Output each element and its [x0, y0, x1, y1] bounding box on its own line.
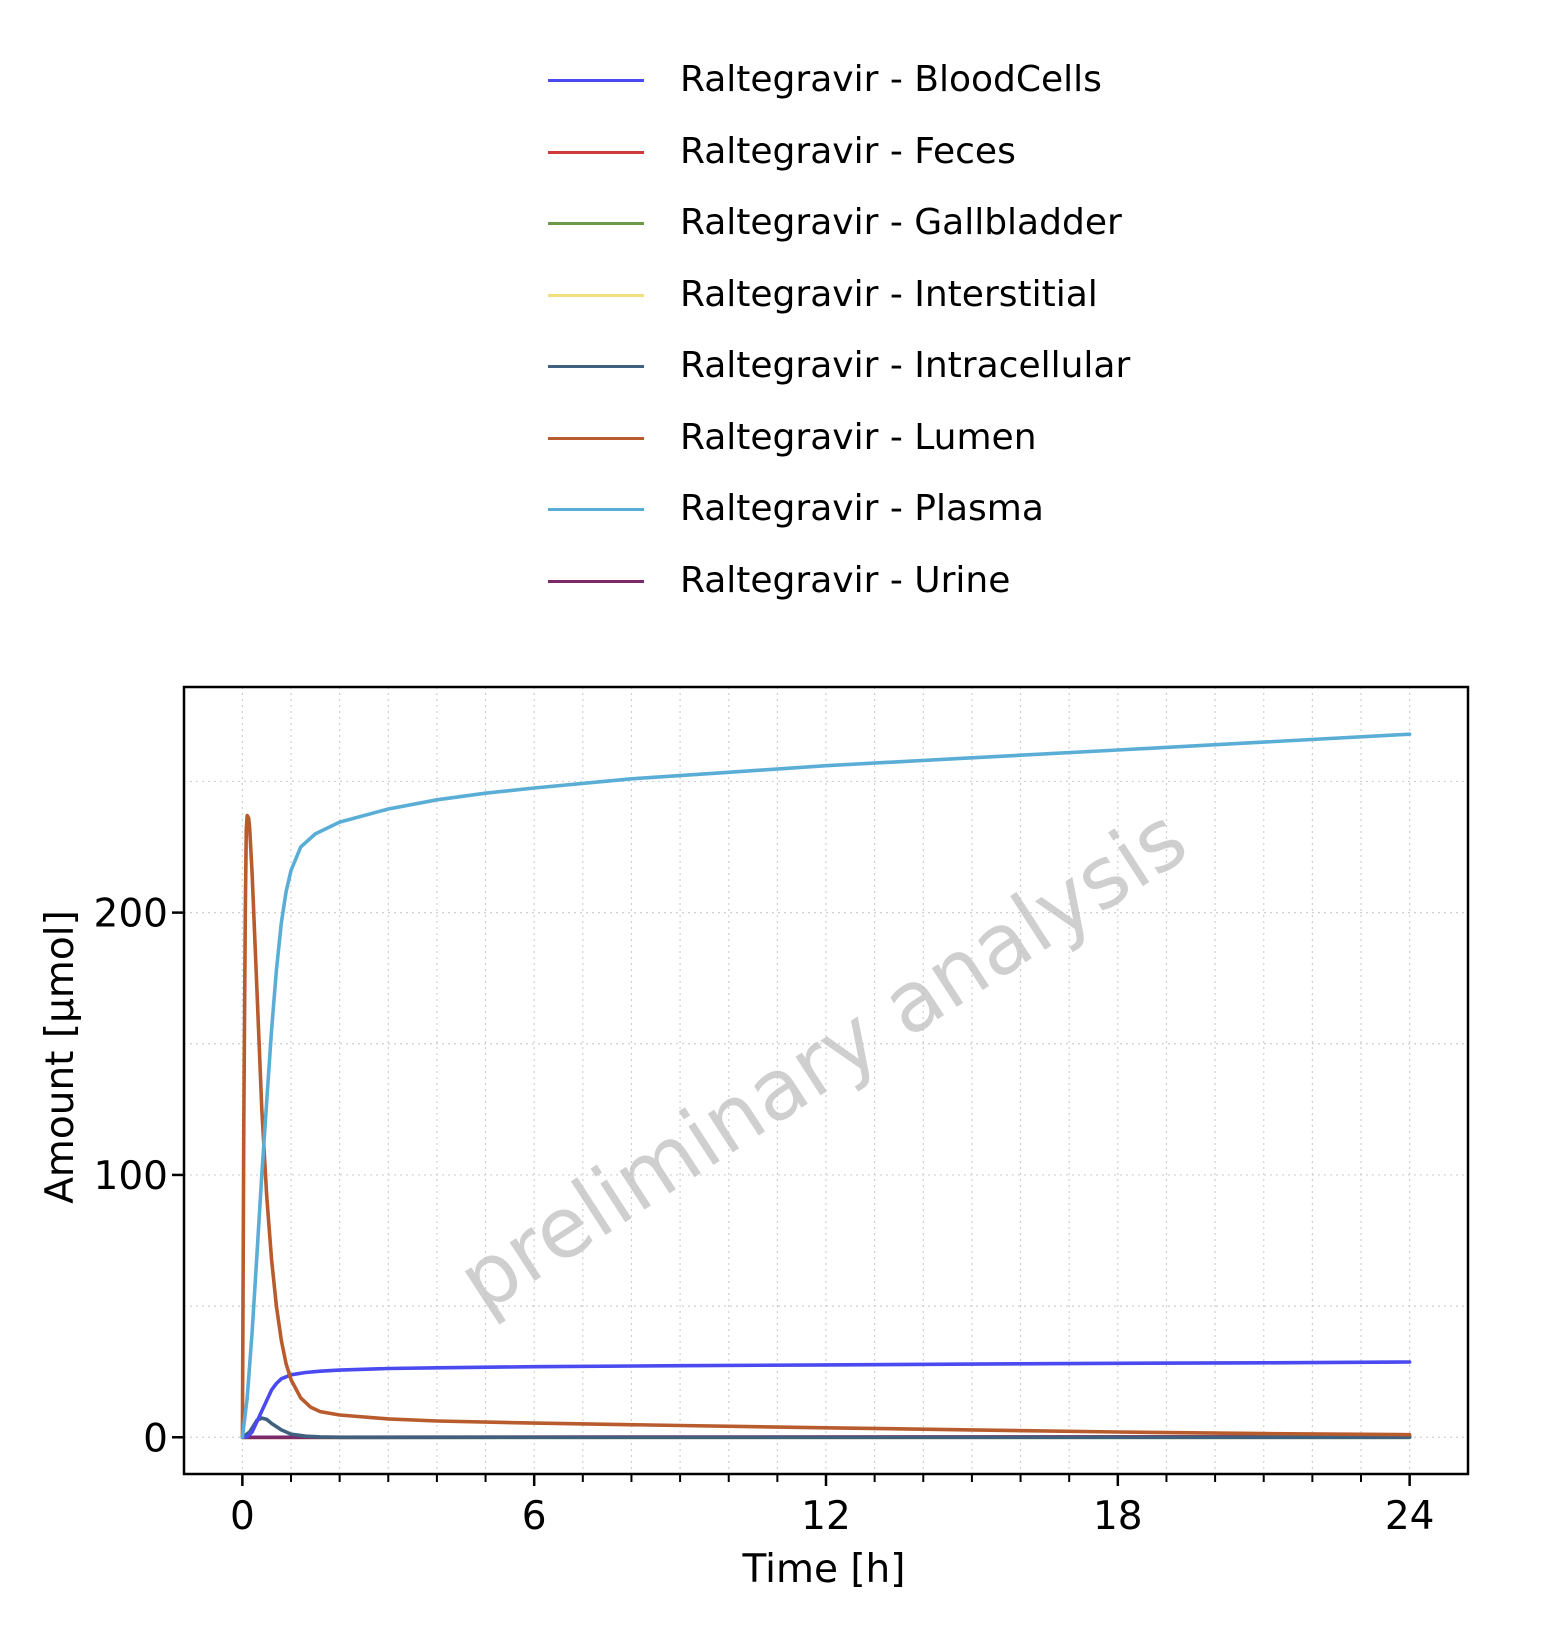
- legend-label: Raltegravir - Interstitial: [680, 273, 1098, 315]
- legend-item-plasma: Raltegravir - Plasma: [540, 481, 1240, 553]
- watermark-layer: preliminary analysis: [441, 788, 1203, 1331]
- legend-label: Raltegravir - Gallbladder: [680, 202, 1122, 243]
- watermark-text: preliminary analysis: [441, 788, 1203, 1331]
- x-tick-label: 12: [801, 1494, 851, 1539]
- legend-item-interstitial: Raltegravir - Interstitial: [540, 267, 1240, 339]
- legend-label: Raltegravir - Urine: [680, 559, 1011, 601]
- x-tick-label: 0: [230, 1494, 255, 1539]
- series-layer: [240, 732, 1412, 1440]
- axes: 0 6 12 18 24 0 100 200: [94, 892, 1435, 1539]
- legend-swatch: [548, 508, 644, 511]
- series-line-bloodcells: [240, 1360, 1412, 1440]
- y-tick-label: 0: [143, 1416, 168, 1461]
- legend-item-intracellular: Raltegravir - Intracellular: [540, 338, 1240, 410]
- legend-swatch: [548, 293, 644, 297]
- legend-swatch: [548, 150, 644, 154]
- legend-swatch: [548, 365, 644, 368]
- legend-label: Raltegravir - Feces: [680, 130, 1016, 172]
- legend-swatch: [548, 79, 644, 82]
- legend-item-feces: Raltegravir - Feces: [540, 124, 1240, 196]
- legend-item-gallbladder: Raltegravir - Gallbladder: [540, 195, 1240, 267]
- legend-label: Raltegravir - Lumen: [680, 416, 1037, 458]
- y-tick-label: 200: [94, 892, 168, 937]
- legend-label: Raltegravir - Plasma: [680, 488, 1044, 529]
- legend-item-bloodcells: Raltegravir - BloodCells: [540, 52, 1240, 124]
- legend-item-urine: Raltegravir - Urine: [540, 553, 1240, 625]
- grid-lines: [184, 687, 1468, 1474]
- legend-swatch: [548, 436, 644, 440]
- series-line-plasma: [240, 732, 1412, 1440]
- legend-swatch: [548, 579, 644, 583]
- x-tick-label: 18: [1093, 1494, 1143, 1539]
- legend-item-lumen: Raltegravir - Lumen: [540, 410, 1240, 482]
- series-line-lumen: [240, 813, 1412, 1440]
- x-tick-label: 24: [1385, 1494, 1435, 1539]
- legend-swatch: [548, 222, 644, 225]
- chart-legend: Raltegravir - BloodCells Raltegravir - Fe…: [540, 52, 1240, 624]
- y-tick-label: 100: [94, 1154, 168, 1199]
- x-tick-label: 6: [522, 1494, 547, 1539]
- legend-label: Raltegravir - BloodCells: [680, 59, 1102, 100]
- legend-label: Raltegravir - Intracellular: [680, 345, 1131, 386]
- x-axis-title: Time [h]: [742, 1547, 906, 1592]
- y-axis-title: Amount [µmol]: [38, 910, 83, 1204]
